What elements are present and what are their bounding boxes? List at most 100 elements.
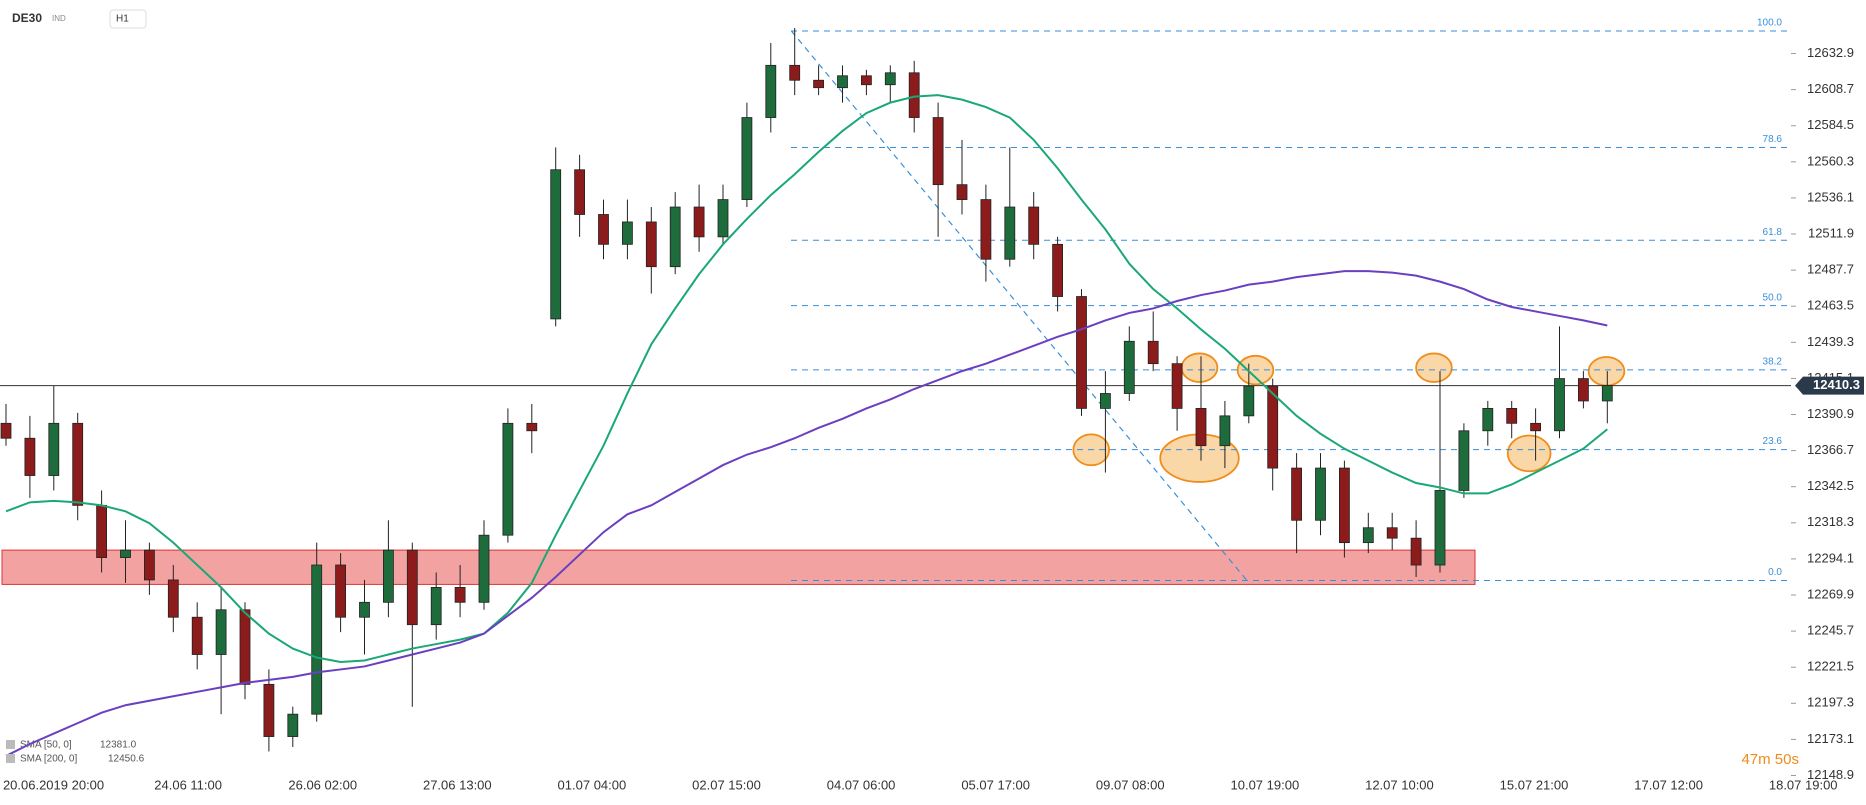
legend-name: SMA [50, 0] bbox=[20, 740, 72, 751]
candle-body bbox=[335, 564, 347, 618]
candle-body bbox=[24, 437, 36, 476]
candle-body bbox=[1339, 467, 1350, 544]
candle-body bbox=[622, 221, 633, 245]
candle-body bbox=[1554, 378, 1565, 432]
support-zone bbox=[1, 549, 1476, 585]
candle-body bbox=[884, 72, 896, 86]
candle-body bbox=[48, 422, 60, 476]
candle-body bbox=[72, 422, 84, 506]
annotations bbox=[790, 30, 1626, 582]
candle-body bbox=[263, 683, 275, 737]
x-tick-label: 01.07 04:00 bbox=[558, 777, 627, 792]
fib-label: 61.8 bbox=[1763, 227, 1783, 238]
candle-body bbox=[0, 422, 12, 439]
candle-body bbox=[1601, 385, 1613, 402]
y-tick-label: 12173.1 bbox=[1807, 731, 1854, 746]
highlight bbox=[1180, 352, 1219, 383]
x-tick-label: 18.07 19:00 bbox=[1769, 777, 1838, 792]
price-axis-bg bbox=[1791, 0, 1866, 805]
candle-body bbox=[598, 214, 609, 245]
candle-body bbox=[1171, 363, 1183, 409]
candle-body bbox=[1267, 385, 1279, 469]
interval-box[interactable] bbox=[109, 9, 147, 29]
candle-body bbox=[741, 117, 753, 200]
highlight bbox=[1506, 434, 1552, 473]
y-tick-label: 12318.3 bbox=[1807, 514, 1854, 529]
candle-body bbox=[932, 117, 944, 186]
y-tick-label: 12294.1 bbox=[1807, 550, 1854, 565]
y-tick-label: 12463.5 bbox=[1807, 298, 1854, 313]
candle-body bbox=[1482, 408, 1494, 432]
candle-body bbox=[406, 549, 418, 626]
y-tick-label: 12245.7 bbox=[1807, 623, 1854, 638]
y-tick-label: 12148.9 bbox=[1807, 767, 1854, 782]
symbol-type[interactable]: IND bbox=[52, 14, 66, 23]
x-tick-label: 09.07 08:00 bbox=[1096, 777, 1165, 792]
y-tick-label: 12390.9 bbox=[1807, 406, 1854, 421]
interval[interactable]: H1 bbox=[116, 14, 129, 25]
symbol: DE30 bbox=[12, 11, 42, 25]
candle-body bbox=[550, 169, 562, 320]
y-tick-label: 12197.3 bbox=[1807, 695, 1854, 710]
x-tick-label: 15.07 21:00 bbox=[1500, 777, 1569, 792]
candle-body bbox=[191, 616, 203, 655]
legend-icon bbox=[6, 754, 15, 763]
sma-line bbox=[5, 94, 1608, 663]
candle-body bbox=[1004, 206, 1016, 260]
candle-body bbox=[1291, 467, 1302, 521]
x-tick-label: 17.07 12:00 bbox=[1634, 777, 1703, 792]
y-tick-label: 12269.9 bbox=[1807, 586, 1854, 601]
x-tick-label: 27.06 13:00 bbox=[423, 777, 492, 792]
candle-body bbox=[861, 75, 872, 86]
candle-body bbox=[693, 206, 705, 238]
fib-label: 23.6 bbox=[1763, 436, 1783, 447]
candle-body bbox=[1386, 527, 1398, 539]
legend-value: 12450.6 bbox=[108, 754, 145, 765]
candle-body bbox=[215, 609, 227, 655]
candle-body bbox=[120, 549, 131, 558]
candle-body bbox=[526, 422, 538, 432]
candle-body bbox=[1506, 408, 1518, 424]
candle-body bbox=[1195, 408, 1207, 447]
legend-icon bbox=[6, 740, 15, 749]
candle-body bbox=[359, 601, 370, 618]
fib-label: 0.0 bbox=[1768, 567, 1782, 578]
x-tick-label: 04.07 06:00 bbox=[827, 777, 896, 792]
highlight bbox=[1415, 352, 1453, 383]
fib-label: 100.0 bbox=[1757, 18, 1782, 29]
candle-body bbox=[430, 586, 442, 626]
candle-body bbox=[837, 75, 848, 89]
y-tick-label: 12584.5 bbox=[1807, 117, 1854, 132]
x-tick-label: 20.06.2019 20:00 bbox=[3, 777, 104, 792]
y-tick-label: 12221.5 bbox=[1807, 659, 1854, 674]
candle-body bbox=[645, 221, 657, 268]
y-tick-label: 12560.3 bbox=[1807, 153, 1854, 168]
candle-body bbox=[789, 64, 801, 81]
candle-body bbox=[1362, 527, 1374, 544]
highlight bbox=[1587, 356, 1626, 387]
candle-body bbox=[96, 504, 107, 558]
candle-body bbox=[669, 206, 681, 268]
candle-body bbox=[1410, 537, 1422, 566]
fib-label: 50.0 bbox=[1763, 292, 1783, 303]
price-label: 12410.3 bbox=[1813, 377, 1860, 392]
candle-body bbox=[765, 64, 777, 118]
candle-body bbox=[454, 586, 466, 603]
x-tick-label: 24.06 11:00 bbox=[154, 777, 222, 792]
candle-body bbox=[1123, 340, 1135, 394]
candle-body bbox=[1052, 243, 1063, 297]
x-tick-label: 26.06 02:00 bbox=[288, 777, 357, 792]
background-layer bbox=[1, 549, 1476, 585]
candle-body bbox=[813, 79, 824, 89]
candle-body bbox=[287, 713, 299, 737]
candle-body bbox=[143, 549, 155, 581]
y-tick-label: 12608.7 bbox=[1807, 81, 1854, 96]
candle-timer: 47m 50s bbox=[1741, 751, 1799, 768]
candle-body bbox=[1530, 422, 1541, 432]
candle-body bbox=[1076, 296, 1087, 409]
y-tick-label: 12439.3 bbox=[1807, 334, 1854, 349]
candle-body bbox=[382, 549, 394, 603]
candle-body bbox=[1458, 430, 1470, 491]
candle-body bbox=[1434, 490, 1446, 566]
